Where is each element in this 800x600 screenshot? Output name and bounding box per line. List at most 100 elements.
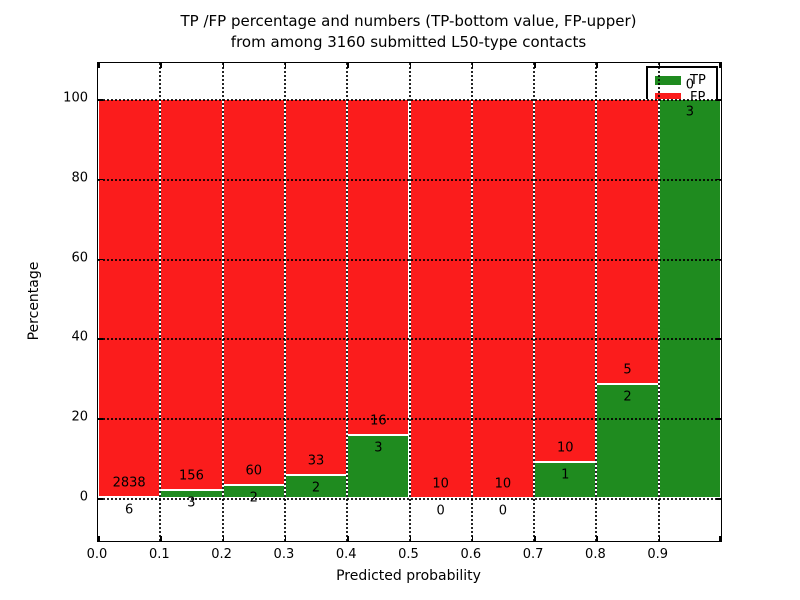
x-tick-mark [347, 536, 349, 541]
gridline-vertical [408, 63, 411, 541]
y-tick-mark [716, 338, 721, 340]
bar-segment-fp [347, 99, 410, 435]
y-tick-label: 0 [79, 489, 88, 505]
x-tick-mark [658, 63, 661, 68]
x-tick-mark [160, 536, 162, 541]
bar-count-label-tp: 2 [249, 490, 258, 506]
bar-segment-fp [222, 99, 285, 486]
y-tick-mark [716, 498, 721, 500]
x-tick-label: 0.1 [148, 547, 170, 562]
x-axis-label: Predicted probability [336, 568, 481, 584]
bar-count-label-fp: 2838 [112, 475, 146, 491]
gridline-vertical [657, 63, 660, 541]
y-tick-label: 100 [63, 90, 88, 106]
x-tick-mark [471, 63, 474, 68]
y-tick-mark [98, 258, 103, 261]
bar-count-label-tp: 0 [436, 503, 445, 519]
y-tick-mark [98, 498, 103, 500]
x-tick-label: 0.4 [335, 547, 357, 562]
bar-count-label-fp: 10 [494, 476, 512, 492]
y-tick-label: 40 [71, 329, 88, 345]
x-tick-mark [534, 63, 536, 68]
bar-segment-fp [534, 99, 597, 462]
x-tick-mark [160, 63, 162, 68]
chart-title-line2: from among 3160 submitted L50-type conta… [230, 33, 587, 51]
bar-count-label-fp: 33 [307, 453, 325, 469]
x-tick-label: 0.2 [211, 547, 232, 562]
y-tick-mark [98, 418, 103, 420]
gridline-vertical [533, 63, 536, 541]
bar-count-label-tp: 2 [623, 389, 632, 405]
legend-row-tp: TP [655, 74, 709, 87]
x-tick-mark [409, 536, 411, 541]
bar-count-label-tp: 3 [187, 495, 196, 511]
y-axis-label: Percentage [26, 261, 42, 341]
x-tick-label: 0.7 [522, 547, 544, 562]
bar-segment-fp [471, 99, 535, 498]
bar-count-label-fp: 156 [179, 468, 204, 484]
gridline-vertical [283, 63, 286, 541]
y-tick-label: 80 [71, 170, 88, 186]
bar-count-label-fp: 0 [685, 77, 694, 93]
bar-segment-fp [160, 99, 223, 491]
y-tick-mark [716, 99, 721, 101]
gridline-vertical [595, 63, 598, 541]
bar-count-label-tp: 3 [685, 104, 694, 120]
x-tick-mark [222, 536, 225, 541]
y-tick-label: 60 [71, 250, 88, 266]
x-tick-mark [347, 63, 349, 68]
legend-swatch-tp-icon [655, 76, 681, 85]
bar-count-label-tp: 3 [374, 440, 383, 456]
chart-title: TP /FP percentage and numbers (TP-bottom… [97, 11, 720, 53]
bar-count-label-tp: 1 [561, 467, 570, 483]
x-tick-label: 0.6 [460, 547, 482, 562]
bar-count-label-fp: 5 [623, 362, 632, 378]
bar-count-label-fp: 10 [556, 440, 574, 456]
x-tick-mark [471, 536, 474, 541]
x-tick-mark [98, 63, 100, 68]
x-tick-mark [222, 63, 225, 68]
gridline-vertical [470, 63, 473, 541]
legend-label-tp: TP [690, 73, 706, 88]
x-tick-mark [719, 536, 721, 541]
y-tick-mark [98, 178, 103, 181]
bar-count-label-fp: 60 [245, 463, 263, 479]
x-tick-mark [596, 536, 598, 541]
bar-segment-fp [98, 99, 161, 498]
bar-count-label-tp: 6 [125, 502, 134, 518]
y-tick-mark [716, 418, 721, 420]
bar-segment-fp [596, 99, 659, 384]
bar-count-label-fp: 16 [370, 413, 387, 429]
y-tick-mark [716, 178, 721, 181]
plot-area: 2838 6 156 3 60 2 33 2 16 3 10 0 10 0 10 1 5 2 0 3 [97, 62, 722, 542]
x-tick-mark [596, 63, 598, 68]
x-tick-mark [658, 536, 661, 541]
x-tick-mark [409, 63, 411, 68]
x-tick-label: 0.0 [86, 547, 108, 562]
x-tick-mark [98, 536, 100, 541]
bar-count-label-fp: 10 [432, 476, 449, 492]
gridline-vertical [159, 63, 162, 541]
bar-count-label-tp: 2 [311, 480, 321, 496]
legend-swatch-fp-icon [655, 93, 681, 102]
gridline-vertical [346, 63, 349, 541]
bar-count-label-tp: 0 [498, 503, 508, 519]
bar-segment-tp [347, 435, 410, 498]
chart-title-line1: TP /FP percentage and numbers (TP-bottom… [180, 12, 637, 30]
x-tick-label: 0.3 [273, 547, 295, 562]
x-tick-label: 0.8 [585, 547, 606, 562]
x-tick-label: 0.9 [647, 547, 669, 562]
y-tick-mark [716, 258, 721, 261]
bar-segment-tp [658, 99, 721, 498]
x-tick-mark [719, 63, 721, 68]
x-tick-label: 0.5 [398, 547, 419, 562]
bar-segment-fp [409, 99, 472, 498]
y-tick-label: 20 [71, 409, 88, 425]
x-tick-mark [284, 536, 287, 541]
x-tick-mark [534, 536, 536, 541]
x-tick-mark [284, 63, 287, 68]
bar-segment-tp [596, 384, 659, 498]
gridline-vertical [221, 63, 224, 541]
y-tick-mark [98, 99, 103, 101]
